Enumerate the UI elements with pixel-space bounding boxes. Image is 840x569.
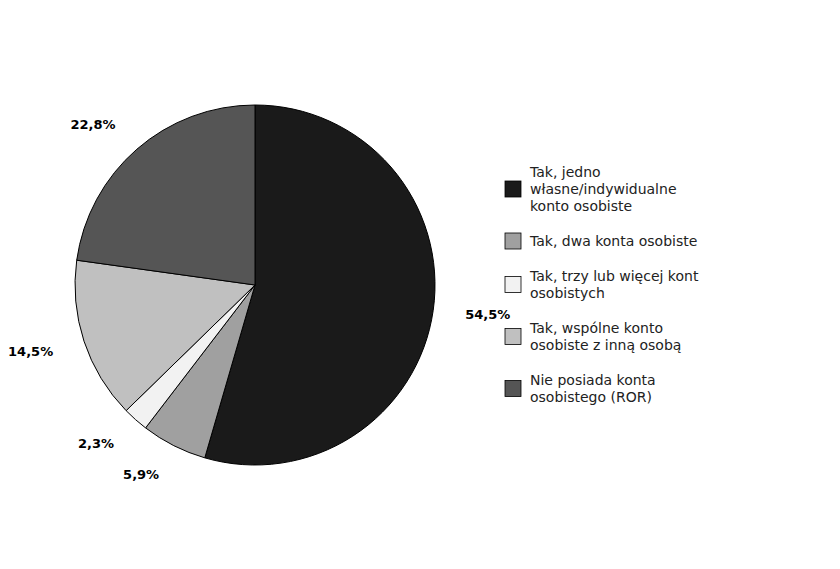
data-label: 14,5% — [8, 344, 53, 359]
data-label: 5,9% — [123, 467, 159, 482]
legend-label: Nie posiada kontaosobistego (ROR) — [530, 372, 656, 405]
data-label: 2,3% — [78, 436, 114, 451]
legend-label: Tak, jednowłasne/indywidualnekonto osobi… — [529, 164, 677, 214]
pie — [75, 105, 435, 465]
data-labels: 54,5% 5,9% 2,3% 14,5% 22,8% — [8, 117, 510, 482]
legend-swatch — [505, 277, 521, 293]
legend-swatch — [505, 329, 521, 345]
legend-label: Tak, trzy lub więcej kontosobistych — [529, 268, 699, 301]
legend-swatch — [505, 181, 521, 197]
chart: 54,5% 5,9% 2,3% 14,5% 22,8% Tak, jednowłasne/… — [0, 0, 840, 569]
legend-swatch — [505, 233, 521, 249]
data-label: 22,8% — [70, 117, 115, 132]
legend: Tak, jednowłasne/indywidualnekonto osobi… — [505, 164, 699, 405]
legend-label: Tak, wspólne kontoosobiste z inną osobą — [529, 320, 681, 353]
pie-slice — [75, 260, 255, 410]
data-label: 54,5% — [465, 307, 510, 322]
legend-label: Tak, dwa konta osobiste — [529, 233, 697, 249]
legend-swatch — [505, 381, 521, 397]
